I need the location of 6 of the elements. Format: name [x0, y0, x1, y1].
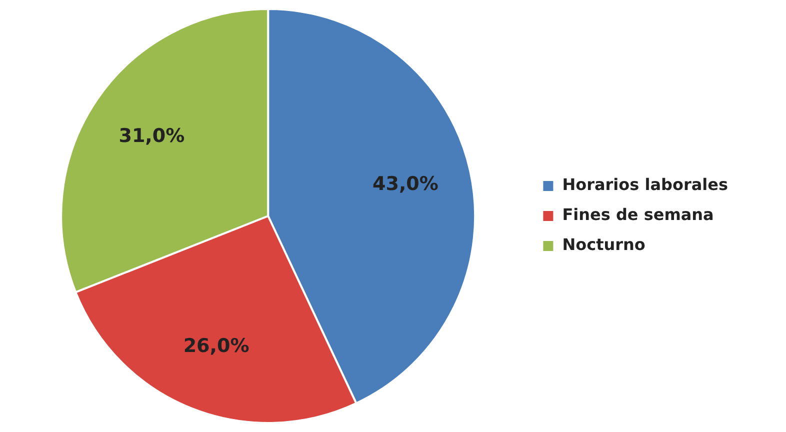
data-label: 26,0% — [183, 334, 250, 357]
data-label: 43,0% — [372, 173, 438, 196]
data-label: 31,0% — [118, 124, 185, 147]
legend-label: Nocturno — [562, 235, 646, 254]
legend-label: Horarios laborales — [562, 175, 728, 194]
legend-label: Fines de semana — [562, 205, 714, 224]
